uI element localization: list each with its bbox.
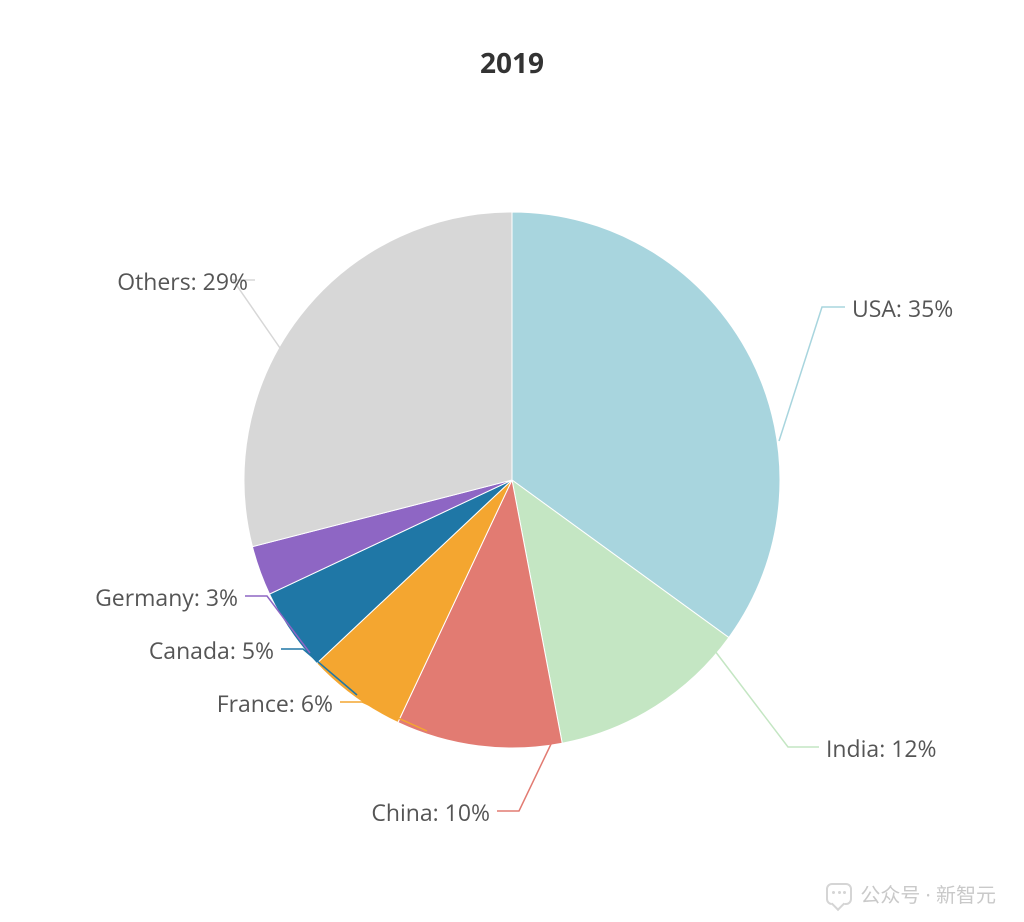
leader-line-usa: [779, 307, 845, 441]
slice-label-india: India: 12%: [826, 735, 937, 763]
watermark: 公众号 · 新智元: [826, 879, 996, 908]
slice-label-others: Others: 29%: [117, 268, 248, 296]
slice-label-usa: USA: 35%: [852, 295, 953, 323]
watermark-text: 公众号 · 新智元: [860, 879, 996, 908]
leader-line-china: [497, 742, 552, 811]
slice-label-china: China: 10%: [371, 799, 490, 827]
pie-svg: [0, 0, 1024, 922]
slice-label-france: France: 6%: [217, 690, 333, 718]
leader-line-india: [715, 651, 819, 747]
pie-chart: USA: 35% India: 12% China: 10% France: 6% Ca…: [0, 0, 1024, 922]
slice-label-germany: Germany: 3%: [95, 584, 238, 612]
wechat-icon: [826, 883, 852, 905]
slice-label-canada: Canada: 5%: [149, 637, 274, 665]
